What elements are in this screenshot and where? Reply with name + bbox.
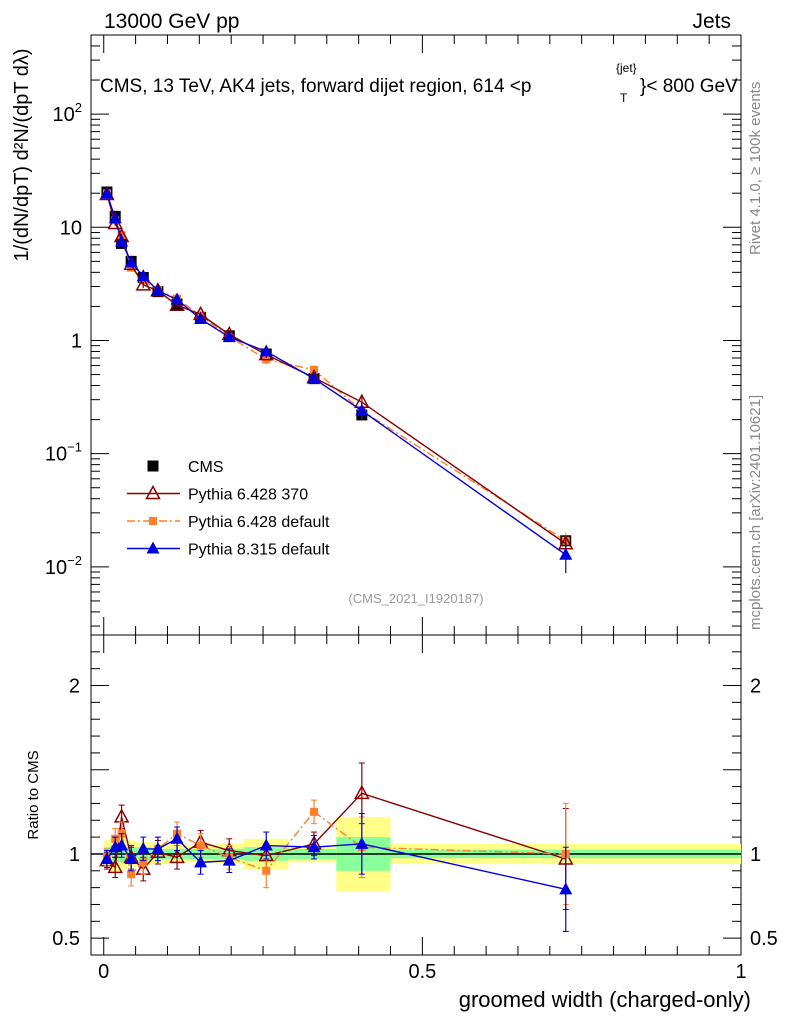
main-y-tick-label: 10−1 — [45, 440, 82, 466]
ratio-y-tick-label-left: 0.5 — [52, 928, 80, 950]
ratio-panel-frame — [90, 634, 742, 956]
legend-label-cms: CMS — [188, 459, 224, 476]
plot-title-main: CMS, 13 TeV, AK4 jets, forward dijet reg… — [100, 76, 531, 97]
ratio-point-py6_370 — [354, 784, 370, 800]
plot-title: CMS, 13 TeV, AK4 jets, forward dijet reg… — [100, 76, 531, 97]
main-y-tick-base: 1 — [71, 330, 82, 352]
ratio-point-py8 — [124, 852, 138, 864]
ratio-y-tick-label-right: 0.5 — [750, 928, 778, 950]
ratio-y-tick-label-right: 2 — [750, 676, 761, 698]
analysis-watermark: (CMS_2021_I1920187) — [348, 591, 483, 606]
point-py8 — [151, 283, 165, 296]
point-py8 — [307, 371, 321, 384]
point-py6_370 — [135, 276, 152, 291]
ratio-point-py8 — [259, 838, 273, 851]
ratio-axis-ticks: 0 0.5 10.5 0.51 12 2 — [52, 634, 778, 983]
point-py8 — [222, 330, 236, 343]
plot-title-tail: }< 800 GeV — [640, 76, 738, 97]
ratio-y-tick-label-left: 1 — [69, 844, 80, 866]
main-y-tick-label: 102 — [53, 100, 82, 126]
ratio-y-axis-label: Ratio to CMS — [25, 750, 42, 839]
plot-title-sub: T — [620, 91, 628, 105]
ratio-point-py6_default — [262, 866, 271, 875]
series-line-py6_default — [106, 193, 567, 542]
main-y-tick-base: 10 — [45, 557, 67, 579]
point-py8 — [355, 403, 369, 416]
ratio-point-py8 — [559, 882, 573, 895]
ratio-y-axis-label-text: Ratio to CMS — [25, 750, 42, 839]
ratio-y-tick-label-left: 2 — [69, 676, 80, 698]
point-py8 — [124, 255, 138, 268]
main-y-tick-base: 10 — [45, 444, 67, 466]
ratio-point-py8 — [100, 852, 114, 864]
legend-label-py6_370: Pythia 6.428 370 — [188, 487, 308, 504]
main-y-tick-exponent: −2 — [67, 553, 82, 568]
point-py8 — [559, 547, 573, 560]
point-py8 — [259, 344, 273, 357]
ratio-point-py8 — [136, 841, 150, 854]
legend-marker-py6_370 — [145, 484, 161, 500]
legend: CMS Pythia 6.428 370 Pythia 6.428 default P… — [127, 459, 330, 559]
ratio-point-py6_default — [196, 841, 205, 850]
legend-marker-cms — [147, 460, 159, 472]
ratio-point-py8 — [355, 836, 369, 849]
ratio-point-py8 — [307, 840, 321, 853]
point-py8 — [170, 292, 184, 305]
main-y-tick-base: 10 — [53, 104, 75, 126]
ratio-y-tick-label-right: 1 — [750, 844, 761, 866]
plot-title-sup: {jet} — [616, 61, 637, 75]
ratio-point-py8 — [194, 855, 208, 868]
ratio-point-py6_370 — [169, 848, 185, 864]
x-axis-label: groomed width (charged-only) — [459, 987, 751, 1012]
ratio-x-tick-label: 0.5 — [408, 961, 436, 983]
point-py8 — [194, 311, 208, 324]
rivet-label-text: Rivet 4.1.0, ≥ 100k events — [747, 82, 764, 255]
series-line-py6_370 — [106, 194, 567, 545]
main-y-tick-label: 10−2 — [45, 553, 82, 579]
main-y-tick-exponent: 2 — [75, 100, 82, 115]
main-y-axis-label: 1/(dN/dpT) d²N/(dpT dλ) — [11, 48, 33, 261]
main-y-tick-base: 10 — [60, 217, 82, 239]
ratio-point-py6_default — [127, 870, 136, 879]
main-y-tick-exponent: −1 — [67, 440, 82, 455]
legend-label-py8: Pythia 8.315 default — [188, 542, 330, 559]
main-y-tick-label: 10 — [60, 217, 82, 239]
series-line-py8 — [106, 193, 567, 556]
energy-label: 13000 GeV pp — [104, 10, 239, 33]
rivet-label: Rivet 4.1.0, ≥ 100k events — [747, 82, 764, 255]
ratio-point-py6_default — [139, 858, 148, 867]
point-py8 — [108, 211, 122, 224]
ratio-point-py8 — [151, 841, 165, 854]
ratio-point-py6_default — [310, 807, 319, 816]
legend-marker-py8 — [146, 541, 160, 554]
point-py8 — [115, 234, 129, 247]
ratio-x-tick-label: 1 — [735, 961, 746, 983]
main-y-tick-label: 1 — [71, 330, 82, 352]
legend-marker-py6_default — [149, 517, 157, 525]
mcplots-label-text: mcplots.cern.ch [arXiv:2401.10621] — [747, 395, 764, 630]
ratio-point-py8 — [170, 831, 184, 844]
main-y-axis-label-text: 1/(dN/dpT) d²N/(dpT dλ) — [11, 48, 33, 261]
mcplots-label: mcplots.cern.ch [arXiv:2401.10621] — [747, 395, 764, 630]
ratio-point-py8 — [222, 853, 236, 866]
ratio-x-tick-label: 0 — [98, 961, 109, 983]
point-py8 — [100, 186, 114, 199]
legend-label-py6_default: Pythia 6.428 default — [188, 514, 330, 531]
ratio-point-py6_370 — [107, 858, 123, 874]
ratio-point-py8 — [115, 838, 129, 851]
point-py8 — [136, 269, 150, 282]
process-label: Jets — [692, 10, 731, 33]
